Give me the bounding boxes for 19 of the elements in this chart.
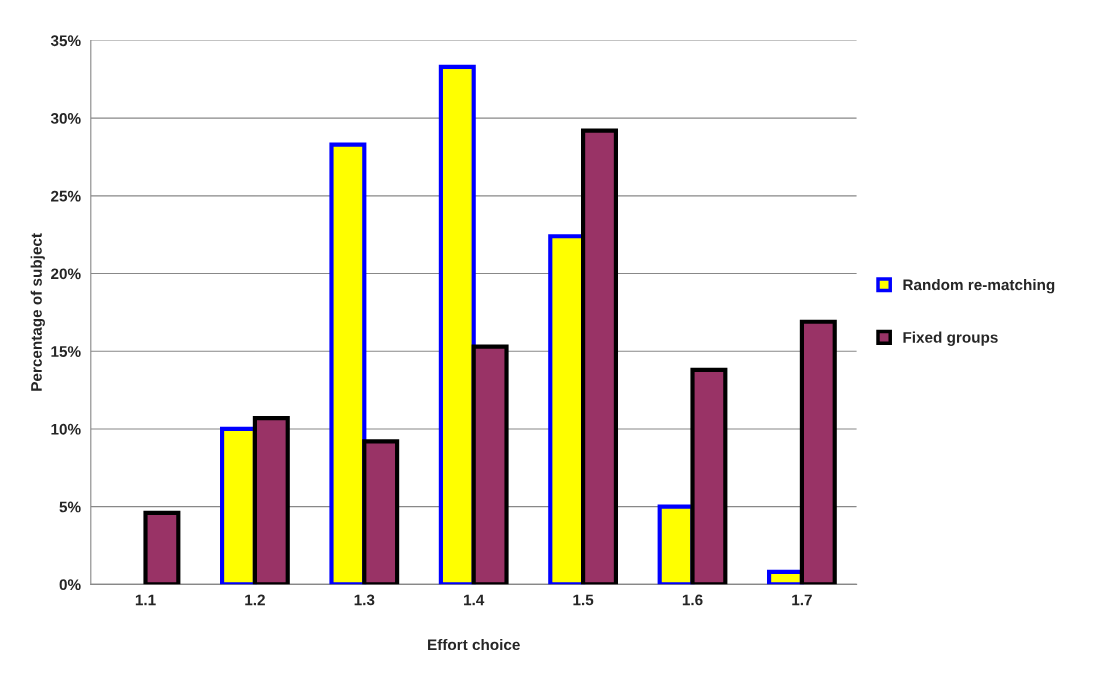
x-tick-label: 1.1	[135, 594, 156, 606]
x-tick-label: 1.6	[682, 594, 703, 606]
legend-label: Random re-matching	[903, 278, 1055, 294]
y-axis-title: Percentage of subject	[30, 233, 45, 391]
y-tick-label: 30%	[50, 113, 81, 124]
y-tick-label: 0%	[59, 579, 81, 591]
x-tick-label: 1.7	[792, 594, 812, 606]
y-tick-label: 20%	[51, 268, 81, 280]
y-tick-label: 5%	[59, 501, 81, 513]
legend-label: Fixed groups	[903, 331, 998, 346]
y-tick-label: 35%	[50, 35, 81, 47]
x-tick-label: 1.4	[464, 594, 485, 606]
x-axis-title: Effort choice	[428, 638, 520, 651]
y-tick-label: 10%	[51, 423, 81, 435]
x-tick-label: 1.2	[245, 594, 265, 606]
x-tick-label: 1.3	[354, 594, 375, 606]
x-tick-label: 1.5	[573, 594, 594, 606]
y-tick-label: 25%	[51, 190, 81, 202]
y-tick-label: 15%	[51, 346, 81, 357]
